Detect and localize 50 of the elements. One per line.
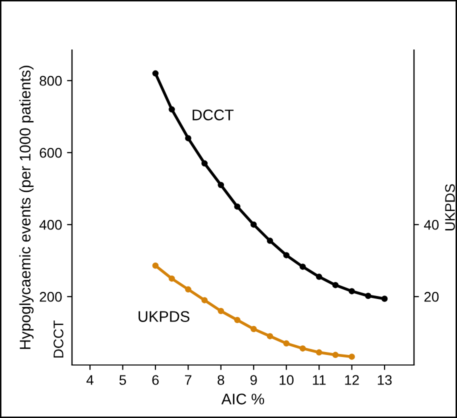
x-tick-label: 6 (152, 375, 159, 385)
x-tick-label: 7 (185, 375, 192, 385)
point (201, 297, 208, 304)
x-tick-label: 8 (218, 375, 224, 385)
point (348, 288, 355, 294)
point (218, 308, 224, 314)
y-tick-label: 400 (39, 220, 62, 230)
y-axis-title: Hypoglycaemic events (per 1000 patients) (19, 66, 34, 349)
point (234, 316, 240, 324)
point (332, 352, 339, 358)
y2-tick-label: 20 (424, 292, 439, 302)
point (283, 340, 290, 347)
y-tick-label: 200 (40, 292, 62, 302)
series-label: DCCT (192, 110, 234, 120)
y2-axis-title: UKPDS (445, 184, 455, 230)
point (152, 70, 159, 77)
point (316, 274, 322, 280)
point (300, 264, 306, 270)
point (234, 203, 240, 210)
x-tick-label: 5 (119, 375, 126, 385)
text: DCCT (54, 320, 64, 358)
x-tick-label: 4 (86, 375, 94, 385)
x-tick-label: 13 (378, 375, 392, 385)
point (168, 275, 175, 282)
point (218, 182, 224, 188)
point (185, 286, 192, 293)
point (201, 160, 208, 167)
point (168, 106, 175, 113)
point (250, 326, 257, 332)
point (332, 282, 339, 288)
x-tick-label: 9 (250, 375, 257, 385)
point (250, 221, 257, 228)
point (266, 238, 274, 244)
point (381, 296, 388, 302)
x-axis-title: AIC % (221, 394, 264, 404)
point (316, 349, 322, 356)
point (300, 345, 306, 352)
y-tick-label: 600 (40, 148, 62, 158)
point (365, 292, 372, 300)
point (266, 333, 274, 340)
point (348, 354, 355, 360)
point (283, 252, 290, 258)
x-tick-label: 11 (312, 375, 326, 385)
x-tick-label: 10 (280, 375, 294, 385)
y2-tick-label: 40 (424, 220, 439, 230)
y-tick-label: 800 (40, 76, 62, 86)
x-tick-label: 12 (345, 375, 359, 385)
series-label: UKPDS (138, 311, 190, 322)
point (185, 135, 192, 142)
point (152, 262, 159, 269)
